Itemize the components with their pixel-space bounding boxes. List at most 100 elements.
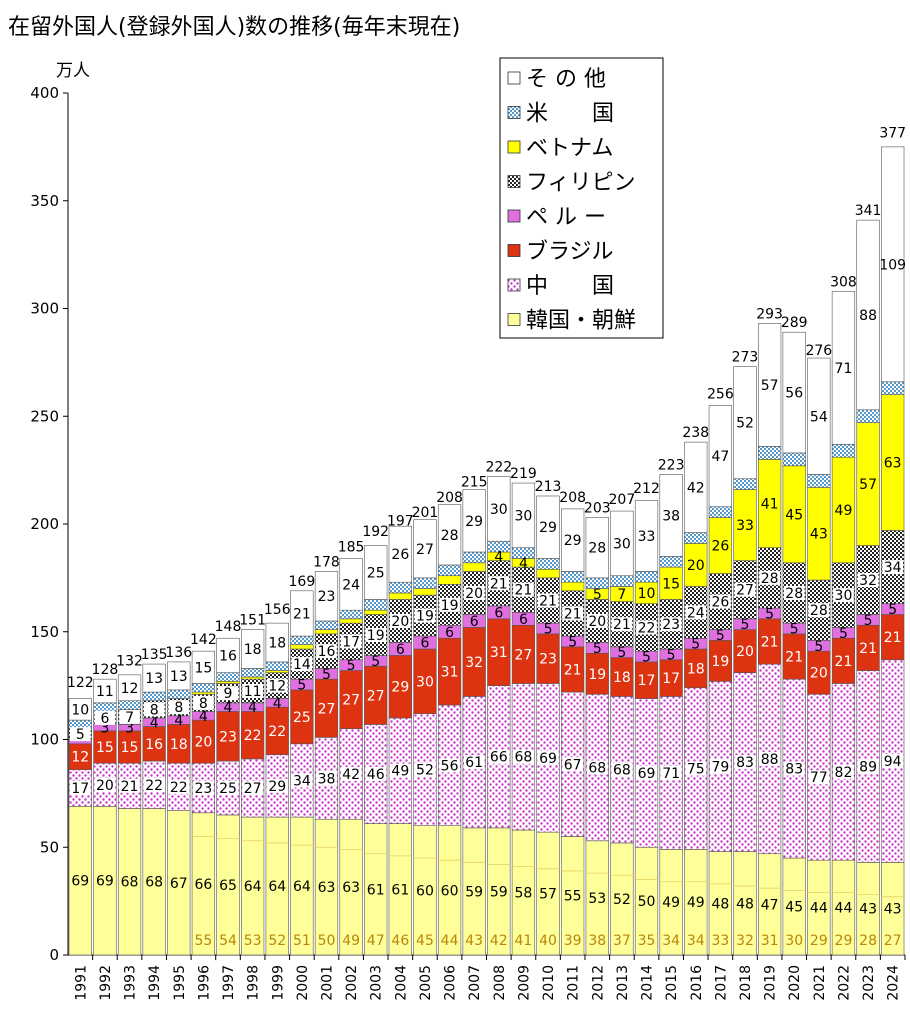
data-label: 20	[687, 558, 705, 574]
data-label: 28	[785, 586, 803, 602]
data-label: 21	[121, 779, 139, 795]
bar-segment	[782, 331, 806, 454]
x-tick-label: 2016	[689, 965, 705, 1001]
data-label: 30	[490, 502, 508, 518]
data-label: 48	[711, 896, 729, 912]
data-label: 8	[199, 696, 208, 712]
data-label-bg	[611, 762, 633, 777]
data-label-bg	[291, 657, 313, 672]
data-label: 8	[174, 700, 183, 716]
data-label-bg	[168, 700, 190, 715]
total-label: 128	[92, 662, 119, 678]
bar-segment	[511, 482, 536, 549]
bar-segment	[339, 618, 363, 624]
data-label: 20	[194, 735, 212, 751]
x-tick-label: 2014	[640, 965, 656, 1001]
data-label: 5	[76, 727, 85, 743]
x-tick-label: 2008	[492, 965, 508, 1001]
x-tick-label: 2019	[763, 965, 779, 1001]
bar-segment	[856, 219, 880, 411]
x-tick-label: 1998	[246, 965, 262, 1001]
data-label: 49	[687, 895, 705, 911]
data-label: 27	[318, 701, 336, 717]
data-label: 21	[785, 650, 803, 666]
data-label: 12	[71, 750, 89, 766]
x-tick-label: 1997	[221, 965, 237, 1001]
data-label-bg	[193, 780, 214, 795]
sub-data-label: 40	[539, 933, 557, 949]
data-label: 5	[691, 637, 700, 653]
legend-swatch	[507, 106, 521, 119]
data-label: 27	[416, 542, 434, 558]
data-label: 38	[662, 508, 680, 524]
data-label: 77	[810, 770, 828, 786]
bar-segment	[290, 590, 314, 637]
x-tick-label: 1994	[147, 965, 163, 1001]
x-tick-label: 2004	[393, 965, 409, 1001]
data-label-bg	[316, 644, 337, 659]
data-label-bg	[710, 759, 731, 774]
data-label-bg	[217, 686, 239, 701]
data-label: 10	[71, 702, 89, 718]
sub-data-label: 34	[662, 933, 680, 949]
data-label: 30	[613, 536, 631, 552]
legend-label: ブラジル	[526, 240, 614, 265]
bar-segment	[856, 409, 880, 424]
data-label: 20	[810, 666, 828, 682]
legend-label: ペ ル ー	[526, 205, 606, 230]
data-label: 22	[244, 728, 262, 744]
data-label: 27	[736, 583, 754, 599]
data-label-bg	[685, 605, 707, 620]
data-label: 69	[71, 874, 89, 890]
bar-segment	[437, 504, 462, 566]
sub-data-label: 28	[859, 933, 877, 949]
data-label: 49	[835, 503, 853, 519]
data-label: 41	[761, 497, 779, 513]
total-label: 276	[805, 343, 832, 359]
data-label: 61	[367, 882, 385, 898]
data-label: 13	[145, 671, 163, 687]
bar-segment	[191, 650, 216, 684]
data-label: 21	[564, 606, 582, 622]
data-label-bg	[734, 582, 756, 597]
sub-data-label: 49	[342, 933, 360, 949]
bar-segment	[413, 588, 437, 596]
data-label: 28	[810, 603, 828, 619]
sub-data-label: 32	[736, 933, 754, 949]
data-label: 109	[879, 257, 906, 273]
total-label: 203	[584, 501, 611, 517]
data-label: 45	[785, 507, 803, 523]
data-label-bg	[759, 751, 780, 766]
data-label-bg	[660, 765, 682, 780]
data-label: 71	[835, 361, 853, 377]
bar-segment	[142, 663, 166, 693]
legend-swatch	[507, 175, 521, 188]
bar-segment	[561, 508, 585, 572]
data-label: 52	[613, 892, 631, 908]
data-label: 22	[268, 724, 286, 740]
data-label: 65	[219, 878, 237, 894]
data-label-bg	[365, 627, 387, 642]
bar-segment	[831, 443, 856, 458]
data-label: 31	[490, 645, 508, 661]
bar-segment	[142, 691, 166, 702]
total-label: 273	[732, 350, 759, 366]
bar-segment	[659, 474, 683, 557]
bar-segment	[117, 674, 142, 702]
data-label: 66	[490, 750, 508, 766]
data-label: 9	[224, 686, 233, 702]
bar-segment	[290, 635, 314, 645]
data-label: 4	[174, 713, 183, 729]
data-label: 43	[859, 902, 877, 918]
bar-segment	[708, 405, 732, 508]
data-label: 30	[515, 508, 533, 524]
x-tick-label: 2020	[787, 965, 803, 1001]
data-label: 25	[219, 781, 237, 797]
sub-data-label: 43	[465, 933, 483, 949]
total-label: 341	[855, 203, 882, 219]
y-tick-label: 350	[30, 192, 59, 210]
total-label: 156	[264, 602, 291, 618]
data-label: 83	[785, 762, 803, 778]
data-label: 88	[761, 752, 779, 768]
data-label: 79	[711, 759, 729, 775]
